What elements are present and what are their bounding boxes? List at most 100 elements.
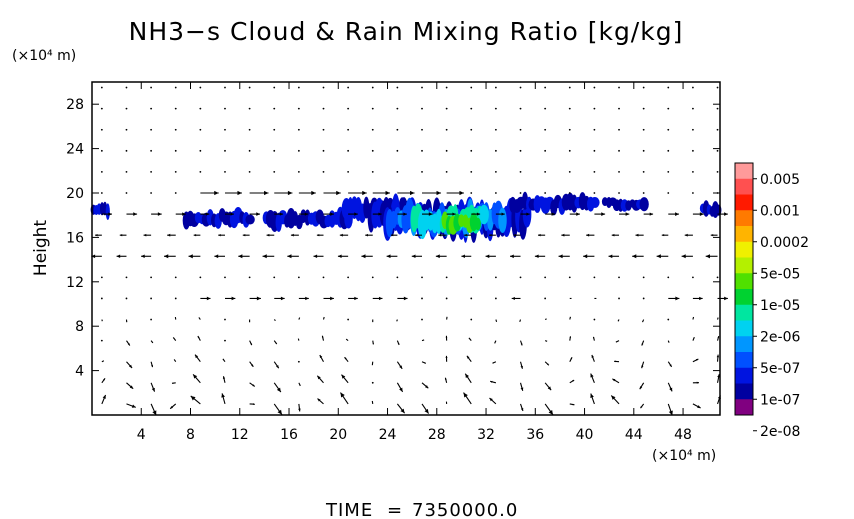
wind-vector-head <box>661 234 665 237</box>
wind-vector-head <box>277 409 282 415</box>
wind-vector-head <box>446 401 447 403</box>
wind-vector <box>593 192 596 194</box>
wind-vector <box>347 107 350 110</box>
wind-vector <box>371 128 374 131</box>
wind-vector <box>445 297 448 300</box>
wind-vector-head <box>131 404 136 408</box>
wind-vector-head <box>601 212 606 216</box>
wind-vector-head <box>425 385 429 389</box>
wind-vector-head <box>547 386 552 391</box>
wind-vector-head <box>299 384 301 386</box>
x-axis-ticks: 4 8 12 16 20 24 28 32 36 40 44 48 <box>137 82 692 443</box>
wind-vector-head <box>668 410 673 416</box>
wind-vector-head <box>414 233 418 237</box>
wind-vector <box>199 86 202 89</box>
wind-vector <box>692 276 694 279</box>
wind-vector <box>174 192 177 194</box>
wind-vector <box>125 276 128 279</box>
wind-vector-head <box>206 296 211 301</box>
wind-vector-head <box>410 190 415 196</box>
wind-vector-head <box>337 254 342 259</box>
wind-vector <box>445 86 448 89</box>
wind-vector <box>618 86 620 89</box>
wind-vector-head <box>445 355 448 359</box>
wind-vector-head <box>428 212 433 216</box>
wind-vector-head <box>485 254 490 259</box>
wind-vector <box>470 86 473 89</box>
wind-vector-head <box>344 357 347 360</box>
wind-vector-head <box>615 341 618 343</box>
legend-swatch <box>735 210 753 227</box>
wind-vector <box>297 360 300 363</box>
wind-vector-head <box>724 296 728 301</box>
wind-vector <box>100 86 103 89</box>
wind-vector-head <box>256 296 261 301</box>
wind-vector <box>224 149 226 152</box>
wind-vector-head <box>561 233 565 237</box>
legend-label: 2e-06 <box>760 329 800 345</box>
wind-vector <box>470 297 473 300</box>
y-axis-label: Height <box>31 220 51 277</box>
wind-vector <box>150 128 153 131</box>
wind-vector <box>618 192 620 194</box>
wind-vector-head <box>152 410 157 416</box>
wind-vector-head <box>697 405 701 408</box>
wind-vector <box>667 171 670 173</box>
legend-swatch <box>735 241 753 258</box>
legend-swatch <box>735 367 753 384</box>
wind-vector-head <box>298 338 299 340</box>
wind-vector <box>347 171 350 173</box>
wind-vector-head <box>510 254 514 259</box>
wind-vector <box>593 318 596 321</box>
wind-vector <box>273 86 276 89</box>
wind-vector-head <box>612 378 616 382</box>
wind-vector-head <box>513 233 517 237</box>
wind-vector <box>716 171 719 173</box>
wind-vector <box>470 149 473 152</box>
wind-vector-head <box>287 254 292 259</box>
wind-vector <box>667 128 670 131</box>
wind-vector-head <box>681 254 686 259</box>
wind-vector-head <box>468 337 471 340</box>
wind-vector-head <box>668 341 670 343</box>
wind-vector-head <box>101 320 103 322</box>
wind-vector-head <box>641 343 644 346</box>
wind-vector-head <box>275 365 279 369</box>
wind-vector-head <box>572 403 575 406</box>
wind-vector <box>519 192 522 194</box>
wind-vector-head <box>546 340 548 342</box>
wind-vector-head <box>572 380 575 382</box>
wind-vector-head <box>692 317 694 319</box>
cloud-patch <box>498 207 507 234</box>
wind-vector-head <box>371 400 373 403</box>
wind-vector <box>150 192 153 194</box>
wind-vector <box>174 171 177 173</box>
wind-vector-head <box>279 212 284 216</box>
wind-vector-head <box>693 337 695 339</box>
wind-vector-head <box>669 364 672 367</box>
wind-vector <box>494 276 497 279</box>
wind-vector-head <box>570 357 573 360</box>
wind-vector <box>174 128 177 131</box>
wind-vector <box>568 171 571 173</box>
wind-vector-head <box>102 394 106 399</box>
wind-vector-head <box>280 296 285 301</box>
wind-vector-head <box>116 254 121 258</box>
wind-vector <box>445 128 448 131</box>
legend-swatch <box>735 352 753 369</box>
cloud-patch <box>639 197 649 212</box>
wind-vector <box>642 128 645 131</box>
wind-vector <box>125 107 128 110</box>
wind-vector <box>396 107 399 110</box>
wind-vector-head <box>91 254 96 259</box>
wind-vector <box>667 276 670 279</box>
wind-vector-head <box>590 393 594 398</box>
wind-vector-head <box>495 320 497 322</box>
wind-vector-head <box>520 343 523 346</box>
wind-vector <box>273 128 276 131</box>
wind-vector-head <box>452 212 456 216</box>
wind-vector <box>544 149 547 152</box>
wind-vector-head <box>321 335 324 338</box>
wind-vector <box>248 276 251 279</box>
wind-vector-head <box>317 398 321 402</box>
